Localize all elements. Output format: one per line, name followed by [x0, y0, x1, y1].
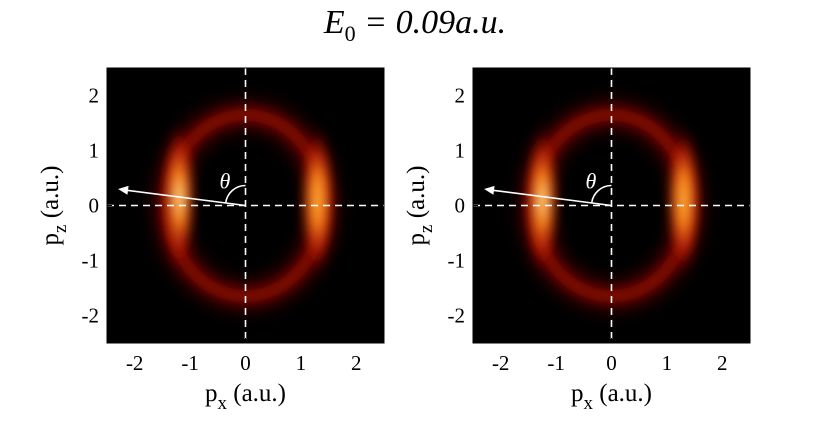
angle-arc — [590, 184, 612, 204]
intensity-lobe — [299, 125, 336, 275]
y-tick-label: 1 — [89, 139, 100, 163]
x-tick-label: 2 — [351, 351, 362, 375]
angle-arc — [224, 184, 246, 204]
x-tick-label: -2 — [492, 351, 510, 375]
y-tick-label: -2 — [448, 304, 466, 328]
title-symbol: E — [323, 4, 345, 41]
x-tick-label: 0 — [606, 351, 617, 375]
y-axis-label: pz (a.u.) — [37, 166, 71, 246]
figure-title: E0 = 0.09a.u. — [0, 4, 830, 47]
x-tick-label: -1 — [181, 351, 199, 375]
y-tick-label: 0 — [455, 194, 466, 218]
x-axis-label: px (a.u.) — [205, 380, 286, 414]
title-rest: = 0.09a.u. — [355, 4, 507, 41]
direction-arrow-head — [484, 185, 495, 195]
direction-arrow-shaft — [491, 189, 612, 207]
y-tick-label: 1 — [455, 139, 466, 163]
angle-label: θ — [586, 169, 597, 194]
angle-label: θ — [220, 169, 231, 194]
x-tick-label: 0 — [240, 351, 251, 375]
title-subscript: 0 — [344, 20, 356, 46]
chart-left: θ -2 -1 0 1 2 2 1 0 -1 -2 px (a.u.) pz (a.u.) — [37, 67, 385, 414]
y-tick-label: -1 — [82, 249, 100, 273]
y-tick-label: 0 — [89, 194, 100, 218]
intensity-lobe — [665, 125, 702, 275]
x-tick-label: 2 — [717, 351, 728, 375]
intensity-lobe — [524, 125, 560, 275]
direction-arrow-shaft — [125, 189, 246, 207]
x-tick-label: -1 — [547, 351, 565, 375]
x-axis-label: px (a.u.) — [571, 380, 652, 414]
y-tick-label: -1 — [448, 249, 466, 273]
chart-right: θ -2 -1 0 1 2 2 1 0 -1 -2 px (a.u.) pz (a.u.) — [403, 67, 751, 414]
direction-arrow-head — [118, 185, 129, 195]
y-tick-label: -2 — [82, 304, 100, 328]
x-tick-label: 1 — [296, 351, 307, 375]
y-axis-label: pz (a.u.) — [403, 166, 437, 246]
y-tick-label: 2 — [89, 84, 100, 108]
x-tick-label: -2 — [126, 351, 144, 375]
y-tick-label: 2 — [455, 84, 466, 108]
x-tick-label: 1 — [662, 351, 673, 375]
